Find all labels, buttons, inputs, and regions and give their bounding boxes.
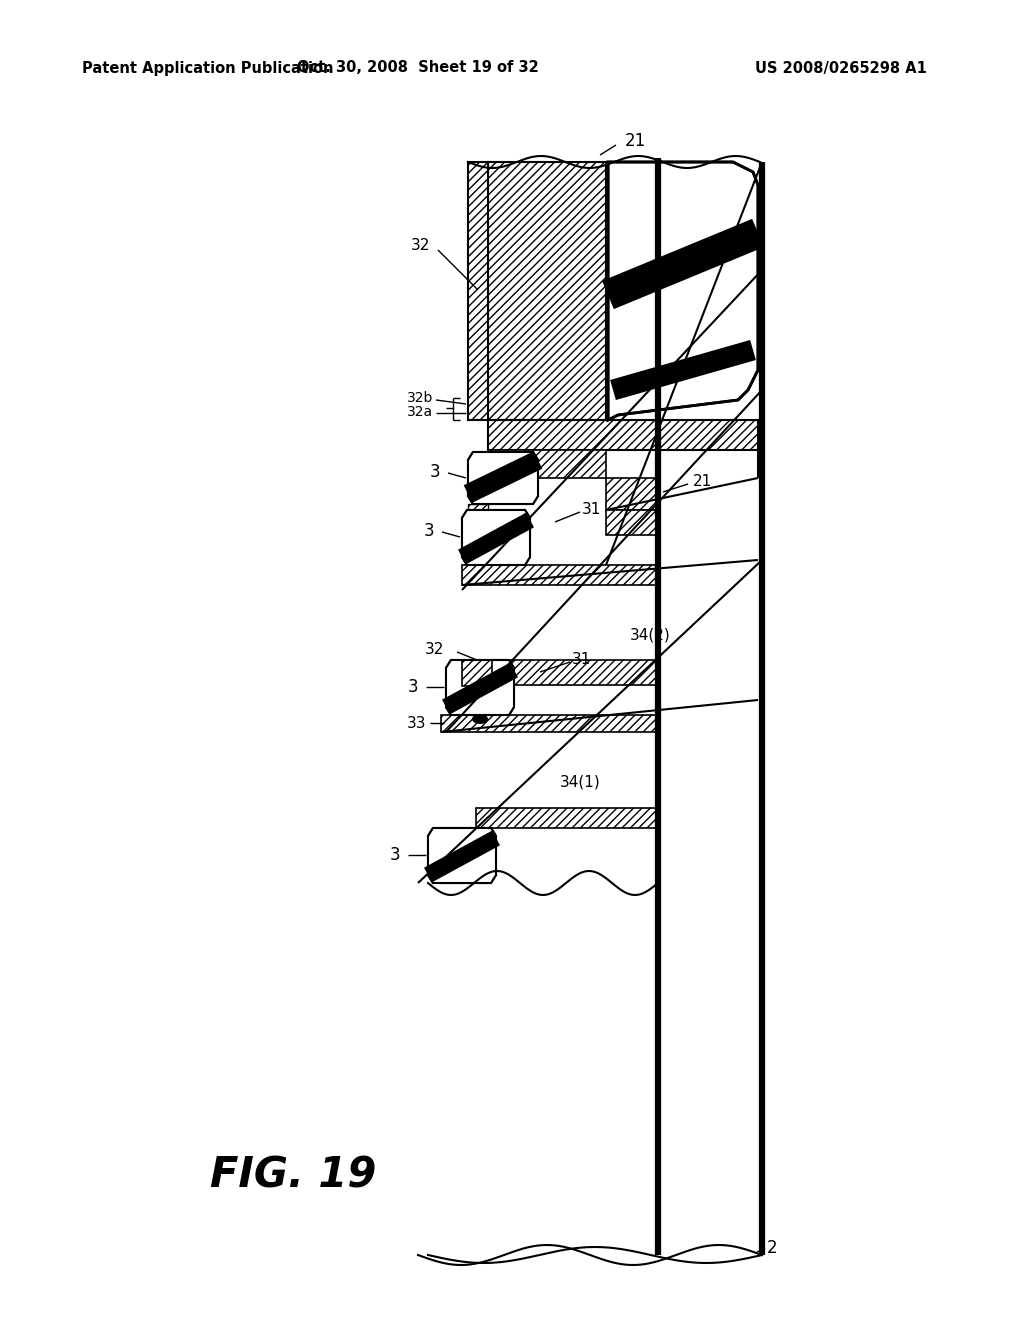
Text: 3: 3 <box>389 846 400 865</box>
Polygon shape <box>606 478 658 510</box>
Text: 3: 3 <box>408 678 418 696</box>
Polygon shape <box>428 828 496 883</box>
Text: Oct. 30, 2008  Sheet 19 of 32: Oct. 30, 2008 Sheet 19 of 32 <box>297 61 539 75</box>
Polygon shape <box>462 565 658 585</box>
Text: 31: 31 <box>572 652 592 668</box>
Text: 34(2): 34(2) <box>630 627 671 643</box>
Polygon shape <box>441 715 658 733</box>
Text: US 2008/0265298 A1: US 2008/0265298 A1 <box>755 61 927 75</box>
Polygon shape <box>488 420 758 450</box>
Text: 31: 31 <box>582 503 601 517</box>
Text: FIG. 19: FIG. 19 <box>210 1154 377 1196</box>
Text: 21: 21 <box>693 474 713 490</box>
Text: 32b: 32b <box>407 391 433 405</box>
Text: 2: 2 <box>767 1239 777 1257</box>
Polygon shape <box>468 504 488 510</box>
Polygon shape <box>462 510 530 565</box>
Polygon shape <box>446 660 514 715</box>
Polygon shape <box>476 808 658 828</box>
Polygon shape <box>490 660 658 685</box>
Text: 3: 3 <box>429 463 440 480</box>
Polygon shape <box>488 162 606 420</box>
Polygon shape <box>446 660 514 715</box>
Polygon shape <box>606 510 658 535</box>
Text: 21: 21 <box>625 132 646 150</box>
Polygon shape <box>462 660 492 686</box>
Text: 32: 32 <box>411 239 430 253</box>
Text: 34(1): 34(1) <box>560 775 601 789</box>
Polygon shape <box>468 451 538 504</box>
Polygon shape <box>428 828 496 883</box>
Polygon shape <box>462 510 530 565</box>
Polygon shape <box>608 162 758 420</box>
Text: Patent Application Publication: Patent Application Publication <box>82 61 334 75</box>
Polygon shape <box>468 451 538 504</box>
Text: 3: 3 <box>423 521 434 540</box>
Text: 32: 32 <box>425 643 444 657</box>
Polygon shape <box>468 162 488 420</box>
Polygon shape <box>488 450 606 478</box>
Ellipse shape <box>472 714 488 723</box>
Text: 32a: 32a <box>407 405 433 418</box>
Text: 33: 33 <box>407 715 426 730</box>
